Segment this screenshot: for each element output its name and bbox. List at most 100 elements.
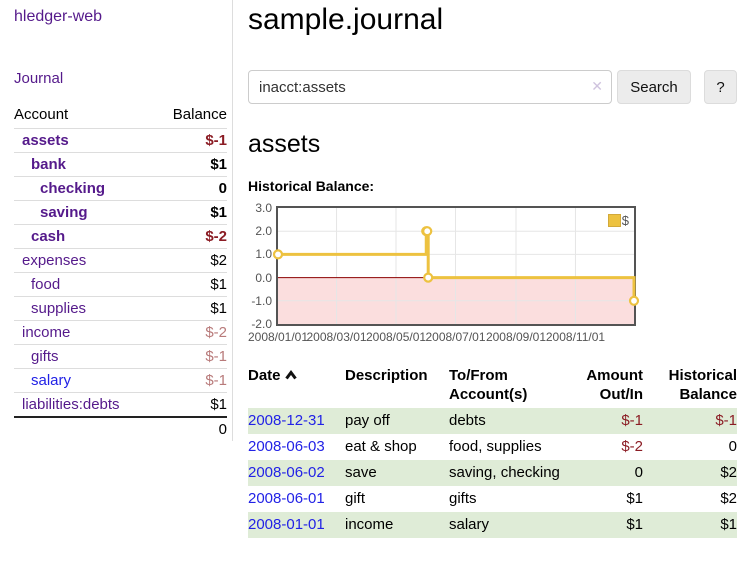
account-row: income $-2 — [14, 319, 227, 344]
transaction-description: save — [345, 464, 377, 481]
y-tick-label: -2.0 — [251, 317, 272, 331]
transaction-accounts: debts — [449, 412, 486, 429]
transaction-description: income — [345, 516, 394, 533]
account-link-assets[interactable]: assets — [22, 131, 69, 149]
account-link-expenses[interactable]: expenses — [22, 251, 87, 269]
register-row: 2008-06-03 eat & shop food, supplies $-2… — [248, 434, 737, 460]
data-point[interactable] — [422, 226, 433, 237]
legend-series-label: $ — [621, 213, 629, 228]
x-tick-label: 2008/09/01 — [485, 330, 546, 344]
transaction-description: gift — [345, 490, 366, 507]
transaction-date-link[interactable]: 2008-06-03 — [248, 438, 325, 455]
page-title: sample.journal — [248, 3, 444, 36]
account-balance-table: Account Balance assets $-1 bank $1 checkin… — [14, 102, 227, 441]
transaction-accounts: food, supplies — [449, 438, 542, 455]
transaction-balance: $-1 — [715, 412, 737, 429]
historical-balance-header: Historical Balance — [668, 367, 737, 403]
account-row: expenses $2 — [14, 247, 227, 272]
total-balance: 0 — [154, 415, 227, 441]
x-tick-label: 2008/03/01 — [306, 330, 367, 344]
account-table-header: Account Balance — [14, 102, 227, 128]
search-input[interactable] — [248, 70, 612, 104]
transaction-accounts: salary — [449, 516, 490, 533]
legend-swatch-icon — [607, 214, 621, 227]
account-balance: $1 — [154, 391, 227, 417]
main-content: sample.journal ✕ Search ? assets Histori… — [248, 0, 740, 538]
help-button[interactable]: ? — [704, 70, 737, 104]
account-balance: 0 — [154, 175, 227, 200]
y-tick-label: 2.0 — [255, 224, 272, 239]
account-row: assets $-1 — [14, 127, 227, 152]
date-sort-header[interactable]: Date — [248, 366, 345, 408]
data-point[interactable] — [628, 295, 640, 306]
transaction-description: eat & shop — [345, 438, 417, 455]
account-link-income[interactable]: income — [22, 323, 71, 341]
account-heading: assets — [248, 130, 321, 158]
transaction-amount: $-1 — [621, 412, 643, 429]
account-link-liabilities-debts[interactable]: liabilities:debts — [22, 395, 120, 413]
account-row: checking 0 — [14, 175, 227, 200]
transaction-date-link[interactable]: 2008-01-01 — [248, 516, 325, 533]
account-row: bank $1 — [14, 151, 227, 176]
account-balance: $2 — [154, 247, 227, 272]
register-row: 2008-01-01 income salary $1 $1 — [248, 512, 737, 538]
y-tick-label: 1.0 — [255, 247, 272, 262]
tofrom-header: To/From Account(s) — [449, 367, 528, 403]
clear-search-icon[interactable]: ✕ — [591, 78, 603, 94]
transaction-date-link[interactable]: 2008-06-02 — [248, 464, 325, 481]
account-link-gifts[interactable]: gifts — [31, 347, 59, 365]
transaction-balance: 0 — [728, 438, 737, 455]
account-balance: $1 — [154, 151, 227, 176]
account-row: food $1 — [14, 271, 227, 296]
historical-balance-chart[interactable]: 3.0 2.0 1.0 0.0 -1.0 -2.0 $ 2008/01/01 2008/03… — [248, 201, 740, 346]
x-tick-label: 2008/01/01 — [247, 330, 309, 344]
account-row: gifts $-1 — [14, 343, 227, 368]
x-tick-label: 2008/07/01 — [425, 330, 486, 344]
transaction-amount: $1 — [626, 516, 643, 533]
data-point[interactable] — [423, 272, 434, 283]
account-link-saving[interactable]: saving — [40, 203, 88, 221]
sidebar-item-journal[interactable]: Journal — [14, 70, 64, 87]
date-header-label: Date — [248, 367, 281, 384]
y-tick-label: 3.0 — [255, 201, 272, 215]
account-row: salary $-1 — [14, 367, 227, 392]
transaction-date-link[interactable]: 2008-06-01 — [248, 490, 325, 507]
account-balance: $-1 — [154, 343, 227, 368]
data-point[interactable] — [272, 249, 284, 260]
search-button[interactable]: Search — [617, 70, 691, 104]
account-row: saving $1 — [14, 199, 227, 224]
account-row: supplies $1 — [14, 295, 227, 320]
transaction-balance: $2 — [720, 464, 737, 481]
transaction-amount: $1 — [626, 490, 643, 507]
register-row: 2008-12-31 pay off debts $-1 $-1 — [248, 408, 737, 434]
transaction-description: pay off — [345, 412, 390, 429]
account-column-header: Account — [14, 106, 69, 124]
chart-y-axis-labels: 3.0 2.0 1.0 0.0 -1.0 -2.0 — [248, 201, 272, 331]
account-link-supplies[interactable]: supplies — [31, 299, 87, 317]
y-tick-label: 0.0 — [255, 270, 272, 285]
app-title-link[interactable]: hledger-web — [14, 8, 103, 25]
transaction-amount: 0 — [634, 464, 643, 481]
transaction-balance: $2 — [720, 490, 737, 507]
account-balance: $1 — [154, 199, 227, 224]
account-link-checking[interactable]: checking — [40, 179, 106, 197]
chart-plot-area[interactable]: $ — [272, 206, 640, 326]
account-link-food[interactable]: food — [31, 275, 61, 293]
account-balance: $1 — [154, 295, 227, 320]
register-row: 2008-06-02 save saving, checking 0 $2 — [248, 460, 737, 486]
account-link-bank[interactable]: bank — [31, 155, 67, 173]
sort-ascending-icon — [284, 366, 297, 385]
account-row: liabilities:debts $1 — [14, 391, 227, 417]
account-link-salary[interactable]: salary — [31, 371, 72, 389]
account-total-row: 0 — [14, 415, 227, 441]
sidebar: hledger-web Journal Account Balance asse… — [0, 0, 233, 441]
chart-x-axis-labels: 2008/01/01 2008/03/01 2008/05/01 2008/07/01… — [248, 330, 634, 346]
transaction-date-link[interactable]: 2008-12-31 — [248, 412, 325, 429]
account-balance: $-1 — [154, 367, 227, 392]
account-row: cash $-2 — [14, 223, 227, 248]
account-balance: $-2 — [154, 319, 227, 344]
account-balance: $1 — [154, 271, 227, 296]
chart-label: Historical Balance: — [248, 178, 375, 194]
transaction-accounts: saving, checking — [449, 464, 560, 481]
account-link-cash[interactable]: cash — [31, 227, 66, 245]
